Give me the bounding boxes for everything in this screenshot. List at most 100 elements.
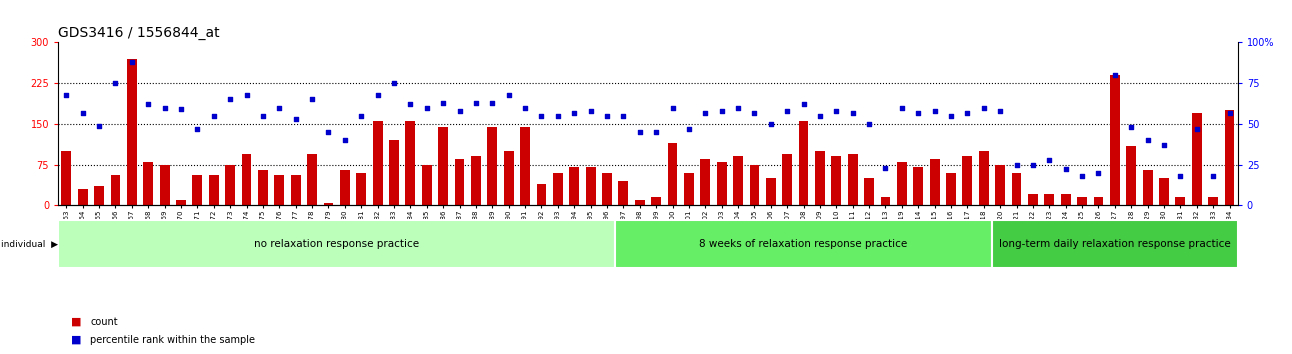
Text: ■: ■: [71, 335, 81, 345]
Point: [597, 113, 618, 119]
Bar: [1078, 197, 1087, 205]
Bar: [58, 221, 615, 268]
Bar: [553, 173, 563, 205]
Point: [1137, 137, 1158, 143]
Bar: [78, 189, 88, 205]
Bar: [160, 165, 169, 205]
Text: 8 weeks of relaxation response practice: 8 weeks of relaxation response practice: [699, 239, 908, 249]
Bar: [422, 165, 432, 205]
Text: percentile rank within the sample: percentile rank within the sample: [90, 335, 256, 345]
Point: [89, 123, 110, 129]
Point: [744, 110, 765, 115]
Bar: [832, 156, 841, 205]
Bar: [62, 151, 71, 205]
Bar: [372, 121, 382, 205]
Point: [580, 108, 601, 114]
Bar: [1012, 173, 1022, 205]
Point: [105, 80, 125, 86]
Bar: [274, 176, 284, 205]
Bar: [1061, 194, 1071, 205]
Bar: [930, 159, 939, 205]
Point: [826, 108, 846, 114]
Bar: [634, 200, 645, 205]
Point: [269, 105, 289, 110]
Bar: [1028, 194, 1037, 205]
Bar: [258, 170, 267, 205]
Bar: [619, 181, 628, 205]
Bar: [1044, 194, 1054, 205]
Bar: [111, 176, 120, 205]
Bar: [406, 121, 415, 205]
Bar: [1208, 197, 1218, 205]
Bar: [472, 156, 481, 205]
Point: [842, 110, 863, 115]
Point: [891, 105, 912, 110]
Point: [1072, 173, 1093, 179]
Bar: [143, 162, 154, 205]
Point: [465, 100, 486, 105]
Bar: [683, 173, 694, 205]
Bar: [389, 140, 399, 205]
Bar: [913, 167, 924, 205]
Bar: [127, 59, 137, 205]
Text: no relaxation response practice: no relaxation response practice: [255, 239, 419, 249]
Bar: [193, 176, 203, 205]
Point: [1056, 167, 1076, 172]
Bar: [209, 176, 218, 205]
Point: [973, 105, 994, 110]
Point: [875, 165, 895, 171]
Bar: [798, 121, 809, 205]
Bar: [225, 165, 235, 205]
Bar: [668, 143, 677, 205]
Bar: [733, 156, 743, 205]
Point: [335, 137, 355, 143]
Point: [187, 126, 208, 132]
Point: [302, 97, 323, 102]
Point: [1088, 170, 1109, 176]
Bar: [357, 173, 366, 205]
Point: [1154, 142, 1174, 148]
Point: [563, 110, 584, 115]
Point: [1039, 157, 1059, 162]
Bar: [291, 176, 301, 205]
Point: [859, 121, 880, 127]
Bar: [536, 184, 547, 205]
Point: [548, 113, 568, 119]
Point: [678, 126, 699, 132]
Point: [56, 92, 76, 97]
Point: [776, 108, 797, 114]
Bar: [307, 154, 317, 205]
Bar: [521, 127, 530, 205]
Bar: [963, 156, 973, 205]
Point: [531, 113, 552, 119]
Point: [138, 102, 159, 107]
Bar: [242, 154, 252, 205]
Point: [957, 110, 978, 115]
Bar: [749, 165, 760, 205]
Bar: [995, 165, 1005, 205]
Point: [236, 92, 257, 97]
Bar: [1176, 197, 1185, 205]
Point: [416, 105, 437, 110]
Bar: [717, 162, 726, 205]
Bar: [848, 154, 858, 205]
Bar: [1110, 75, 1120, 205]
Text: individual  ▶: individual ▶: [1, 240, 58, 249]
Point: [1022, 162, 1043, 167]
Bar: [570, 167, 579, 205]
Bar: [94, 186, 105, 205]
Point: [499, 92, 519, 97]
Bar: [438, 127, 448, 205]
Bar: [881, 197, 890, 205]
Point: [318, 129, 339, 135]
Point: [514, 105, 535, 110]
Point: [384, 80, 404, 86]
Point: [433, 100, 453, 105]
Point: [72, 110, 93, 115]
Bar: [766, 178, 775, 205]
Bar: [979, 151, 988, 205]
Bar: [992, 221, 1238, 268]
Bar: [1093, 197, 1103, 205]
Text: GDS3416 / 1556844_at: GDS3416 / 1556844_at: [58, 26, 220, 40]
Bar: [1191, 113, 1202, 205]
